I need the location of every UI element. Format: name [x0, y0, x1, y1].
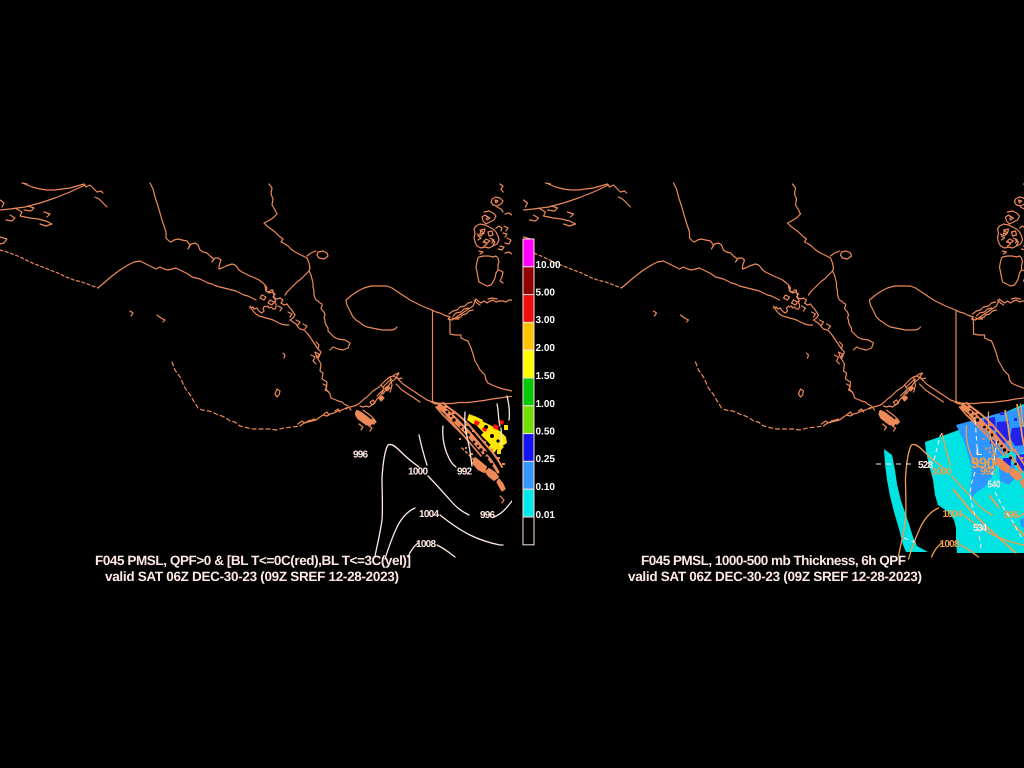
svg-text:540: 540	[988, 480, 1001, 491]
svg-text:F045 PMSL, QPF>0 & [BL T<=0C(r: F045 PMSL, QPF>0 & [BL T<=0C(red),BL T<=…	[95, 553, 411, 568]
svg-text:528: 528	[918, 460, 933, 471]
svg-text:534: 534	[973, 523, 987, 534]
svg-text:990: 990	[971, 455, 995, 472]
svg-text:1.50: 1.50	[536, 371, 556, 382]
svg-text:L: L	[976, 447, 982, 458]
svg-text:0.25: 0.25	[536, 454, 556, 465]
svg-text:1.00: 1.00	[536, 399, 556, 410]
svg-text:996: 996	[353, 450, 368, 461]
svg-text:0.10: 0.10	[536, 482, 556, 493]
svg-text:0.50: 0.50	[536, 427, 556, 438]
svg-text:0.01: 0.01	[536, 510, 556, 521]
svg-text:valid SAT 06Z DEC-30-23 (09Z S: valid SAT 06Z DEC-30-23 (09Z SREF 12-28-…	[628, 569, 922, 584]
svg-text:F045 PMSL, 1000-500 mb Thickne: F045 PMSL, 1000-500 mb Thickness, 6h QPF	[641, 553, 906, 568]
svg-text:valid SAT 06Z DEC-30-23 (09Z S: valid SAT 06Z DEC-30-23 (09Z SREF 12-28-…	[105, 569, 399, 584]
svg-text:3.00: 3.00	[536, 315, 556, 326]
svg-text:2.00: 2.00	[536, 343, 556, 354]
svg-text:5.00: 5.00	[536, 288, 556, 299]
svg-text:10.00: 10.00	[536, 260, 561, 271]
